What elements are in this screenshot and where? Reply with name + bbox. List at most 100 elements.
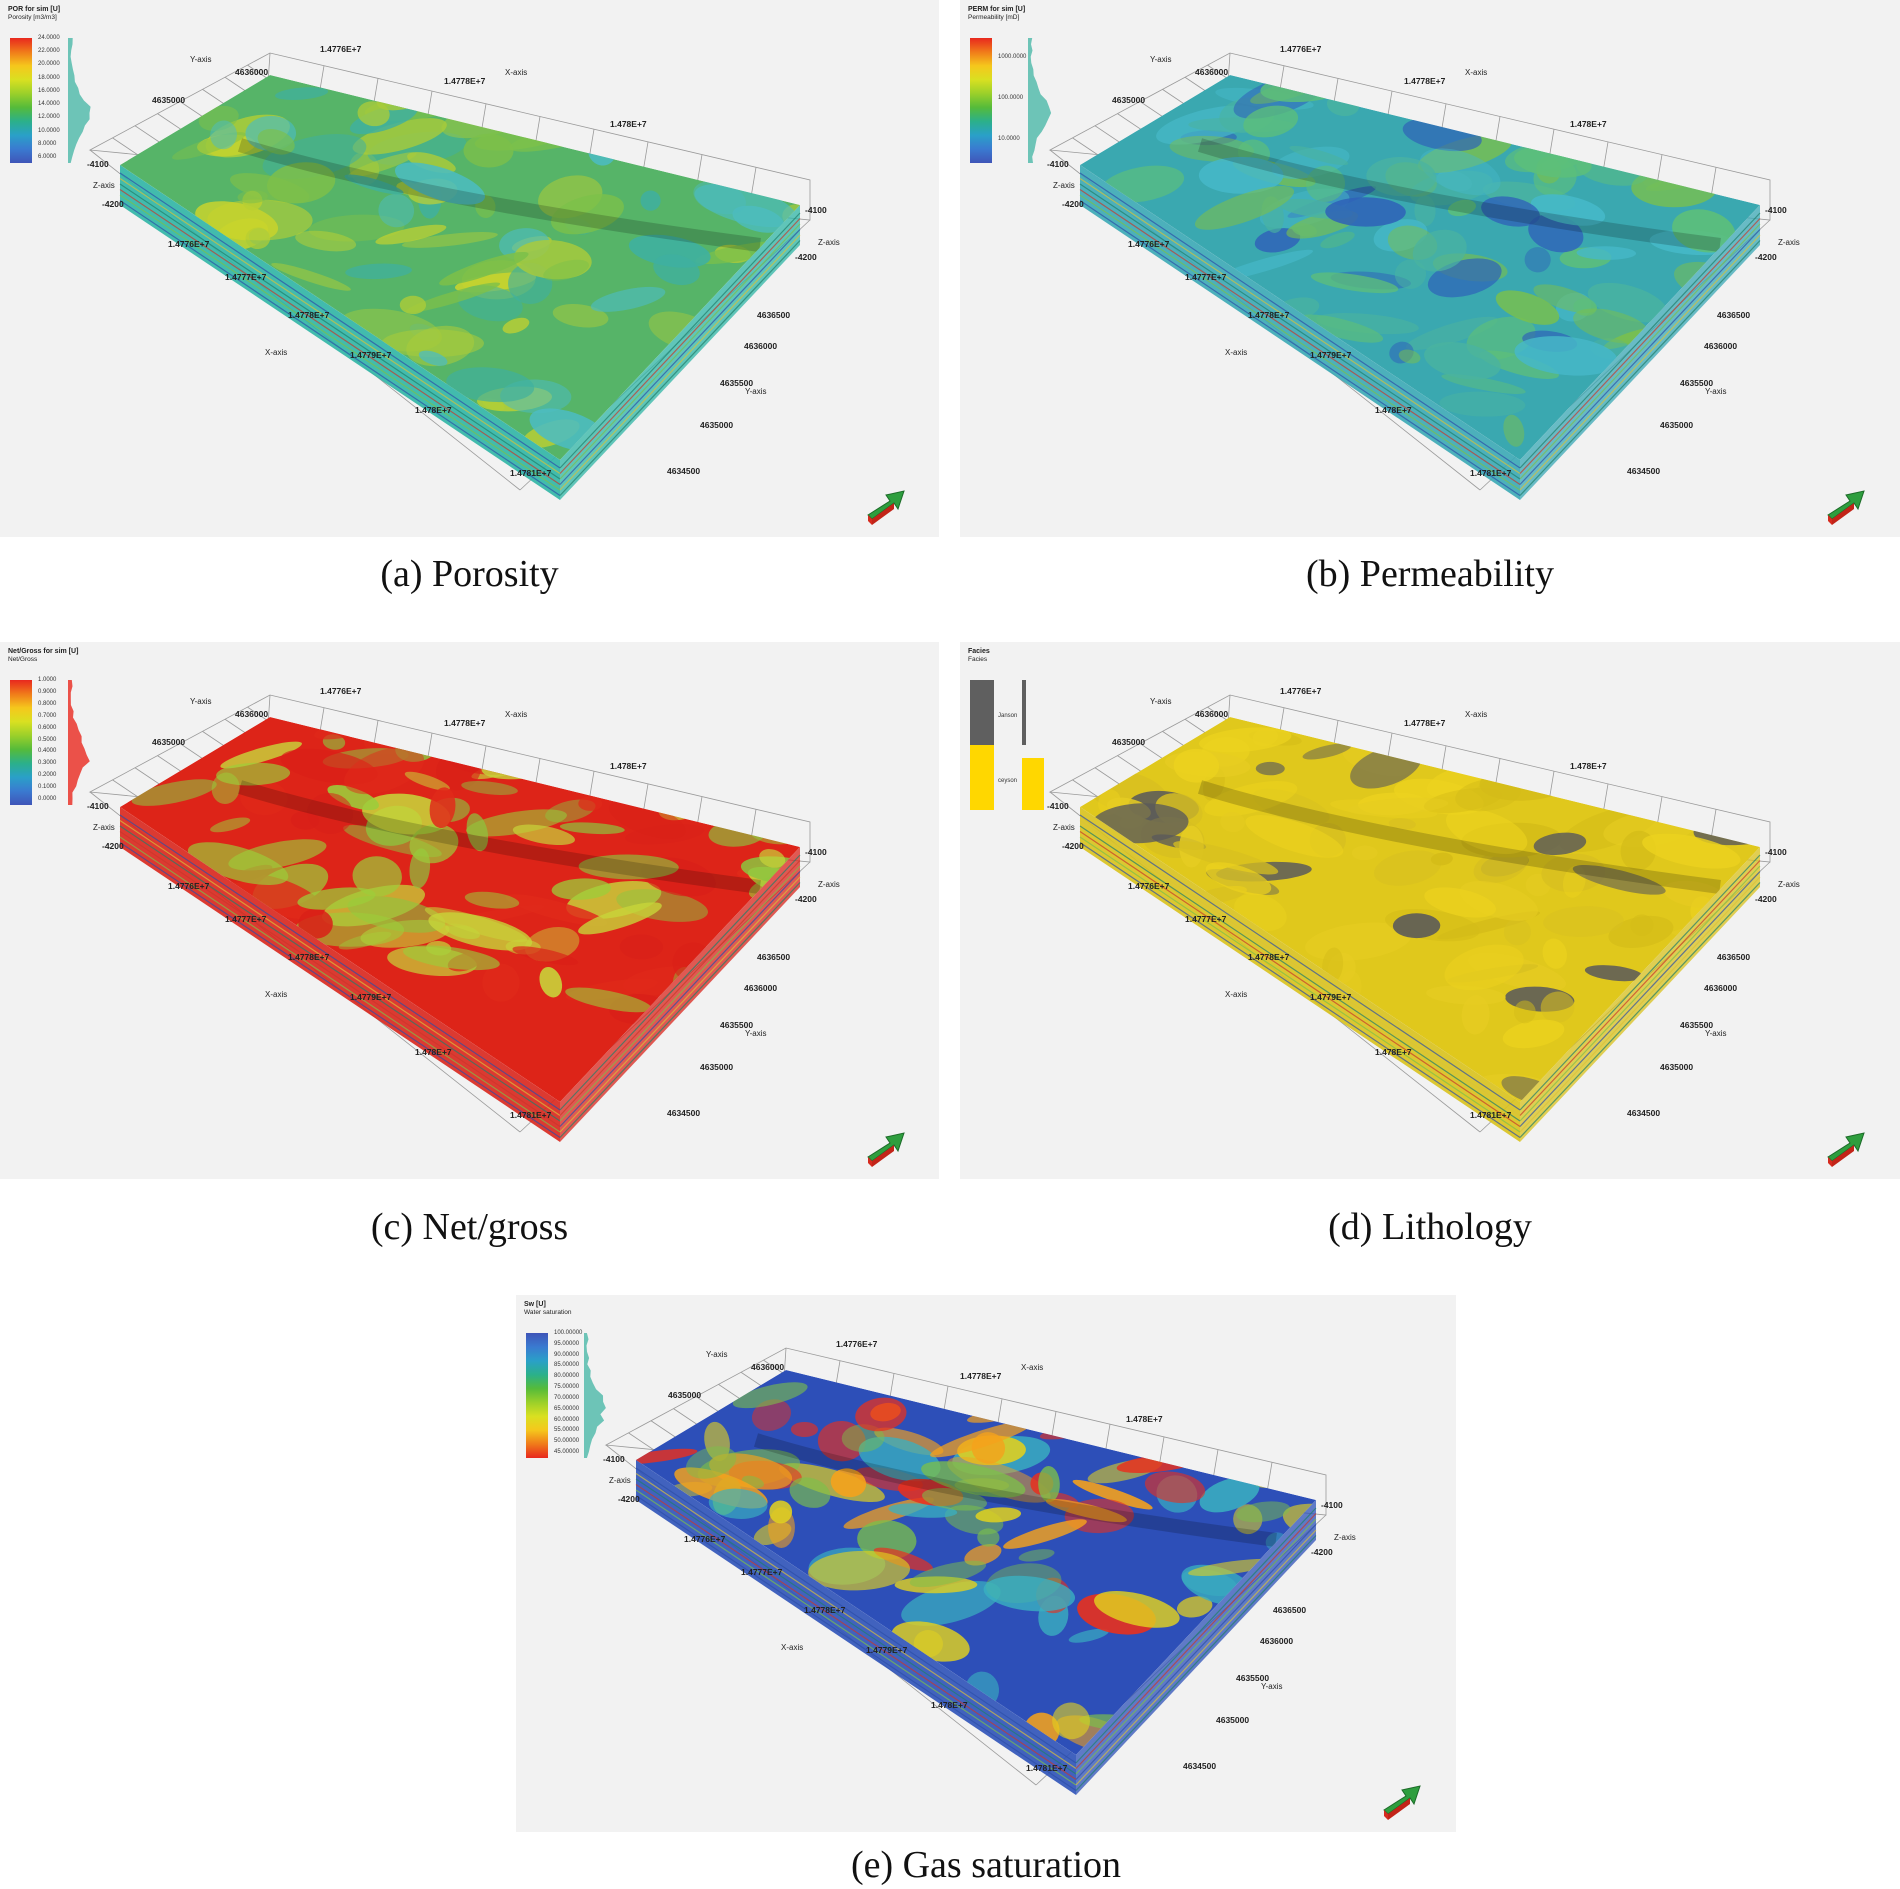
tick-front-x: 1.4781E+7: [1026, 1763, 1068, 1773]
tick-front-x: 1.4777E+7: [741, 1567, 783, 1577]
reservoir-3d-view: Y-axis X-axis Z-axis Z-axis X-axis Y-axis 1.47…: [1047, 44, 1865, 525]
tick-z-left: -4100: [603, 1454, 625, 1464]
tick-right-y: 4635500: [720, 378, 753, 388]
z-axis-label-left: Z-axis: [93, 823, 115, 832]
colorbar-tick-label: 100.0000: [998, 95, 1024, 101]
colorbar-tick-label: 0.1000: [38, 784, 57, 791]
tick-front-x: 1.4778E+7: [1248, 310, 1290, 320]
tick-top-x: 1.478E+7: [1570, 761, 1607, 771]
y-axis-label-top: Y-axis: [1150, 55, 1172, 64]
tick-right-y: 4635500: [1236, 1673, 1269, 1683]
caption-gas-saturation: (e) Gas saturation: [850, 1844, 1122, 1886]
colorbar-tick-label: 12.0000: [38, 114, 60, 121]
reservoir-3d-view: Y-axis X-axis Z-axis Z-axis X-axis Y-axis 1.47…: [87, 686, 905, 1167]
tick-front-x: 1.4777E+7: [1185, 272, 1227, 282]
legend-subtitle: Facies: [968, 656, 988, 664]
tick-top-x: 1.4776E+7: [1280, 686, 1322, 696]
tick-front-x: 1.4777E+7: [225, 272, 267, 282]
tick-front-x: 1.4779E+7: [866, 1645, 908, 1655]
colorbar-tick-label: 10.0000: [38, 127, 60, 134]
tick-top-x: 1.4778E+7: [960, 1371, 1002, 1381]
colorbar-tick-label: 0.5000: [38, 736, 57, 743]
legend-title: PERM for sim [U]: [968, 6, 1026, 13]
x-axis-label-top: X-axis: [1465, 710, 1487, 719]
x-axis-label-top: X-axis: [505, 710, 527, 719]
colorbar: [10, 680, 32, 805]
colorbar-tick-label: 1.0000: [38, 677, 57, 683]
tick-front-x: 1.4778E+7: [288, 310, 330, 320]
tick-top-x: 1.478E+7: [610, 761, 647, 771]
colorbar-tick-label: 65.00000: [554, 1405, 580, 1412]
tick-z-right: -4200: [1755, 894, 1777, 904]
tick-z-right: -4100: [1765, 205, 1787, 215]
legend-histogram: [584, 1333, 606, 1458]
tick-z-right: -4100: [1321, 1500, 1343, 1510]
panel-permeability: Y-axis X-axis Z-axis Z-axis X-axis Y-axis 1.47…: [960, 0, 1900, 537]
legend-subtitle: Porosity [m3/m3]: [8, 14, 57, 22]
tick-right-y: 4635500: [720, 1020, 753, 1030]
z-axis-label-right: Z-axis: [1778, 880, 1800, 889]
z-axis-label-left: Z-axis: [1053, 181, 1075, 190]
y-axis-label-top: Y-axis: [706, 1350, 728, 1359]
tick-left-y: 4635000: [1112, 737, 1145, 747]
colorbar-tick-label: 22.0000: [38, 48, 60, 55]
x-axis-label-front: X-axis: [1225, 990, 1247, 999]
tick-z-left: -4100: [1047, 159, 1069, 169]
legend-histogram: [1022, 680, 1044, 810]
y-axis-label-right: Y-axis: [745, 387, 767, 396]
tick-top-x: 1.4776E+7: [1280, 44, 1322, 54]
tick-right-y: 4636500: [757, 310, 790, 320]
colorbar-tick-label: 24.0000: [38, 35, 60, 41]
tick-z-right: -4100: [805, 205, 827, 215]
layer-stripes: [1079, 172, 1761, 496]
tick-z-right: -4200: [1755, 252, 1777, 262]
tick-z-left: -4100: [1047, 801, 1069, 811]
tick-left-y: 4636000: [751, 1362, 784, 1372]
axis-labels: Y-axis X-axis Z-axis Z-axis X-axis Y-axis 1.47…: [603, 1339, 1356, 1773]
tick-right-y: 4634500: [1627, 466, 1660, 476]
x-axis-label-front: X-axis: [265, 348, 287, 357]
colorbar-tick-label: 0.7000: [38, 712, 57, 719]
tick-front-x: 1.478E+7: [415, 405, 452, 415]
tick-top-x: 1.4776E+7: [836, 1339, 878, 1349]
orientation-arrow-icon: [1383, 1785, 1421, 1820]
tick-right-y: 4635500: [1680, 378, 1713, 388]
tick-left-y: 4636000: [235, 709, 268, 719]
tick-right-y: 4636500: [1273, 1605, 1306, 1615]
colorbar-tick-label: 18.0000: [38, 74, 60, 81]
colorbar-tick-label: Janson: [998, 713, 1018, 720]
colorbar: [970, 38, 992, 163]
colorbar-tick-label: ceyson: [998, 778, 1018, 785]
tick-right-y: 4636000: [744, 341, 777, 351]
tick-front-x: 1.478E+7: [1375, 405, 1412, 415]
colorbar-tick-label: 0.4000: [38, 748, 57, 755]
y-axis-label-right: Y-axis: [1705, 387, 1727, 396]
colorbar-legend: PERM for sim [U] Permeability [mD]: [968, 6, 1025, 22]
colorbar-tick-label: 1000.0000: [998, 53, 1027, 60]
tick-front-x: 1.4781E+7: [510, 1110, 552, 1120]
orientation-arrow-icon: [1827, 490, 1865, 525]
colorbar-tick-label: 45.00000: [554, 1449, 580, 1455]
reservoir-3d-view: Y-axis X-axis Z-axis Z-axis X-axis Y-axis 1.47…: [603, 1339, 1421, 1820]
reservoir-3d-view: Y-axis X-axis Z-axis Z-axis X-axis Y-axis 1.47…: [1047, 686, 1865, 1167]
panel-gas-saturation: Y-axis X-axis Z-axis Z-axis X-axis Y-axis 1.47…: [516, 1295, 1456, 1832]
tick-front-x: 1.478E+7: [931, 1700, 968, 1710]
z-axis-label-left: Z-axis: [609, 1476, 631, 1485]
colorbar-tick-label: 55.00000: [554, 1427, 580, 1434]
y-axis-label-top: Y-axis: [190, 55, 212, 64]
tick-z-left: -4200: [1062, 841, 1084, 851]
tick-right-y: 4635500: [1680, 1020, 1713, 1030]
tick-front-x: 1.4779E+7: [1310, 992, 1352, 1002]
colorbar-tick-label: 6.0000: [38, 154, 57, 160]
tick-right-y: 4634500: [1183, 1761, 1216, 1771]
caption-porosity: (a) Porosity: [380, 553, 559, 595]
tick-right-y: 4635000: [1216, 1715, 1249, 1725]
legend-subtitle: Water saturation: [524, 1309, 572, 1317]
tick-z-left: -4200: [1062, 199, 1084, 209]
tick-z-right: -4200: [795, 894, 817, 904]
tick-front-x: 1.4778E+7: [288, 952, 330, 962]
layer-stripes: [635, 1467, 1317, 1791]
colorbar-tick-label: 0.6000: [38, 724, 57, 731]
tick-left-y: 4635000: [152, 95, 185, 105]
colorbar-tick-label: 16.0000: [38, 87, 60, 94]
